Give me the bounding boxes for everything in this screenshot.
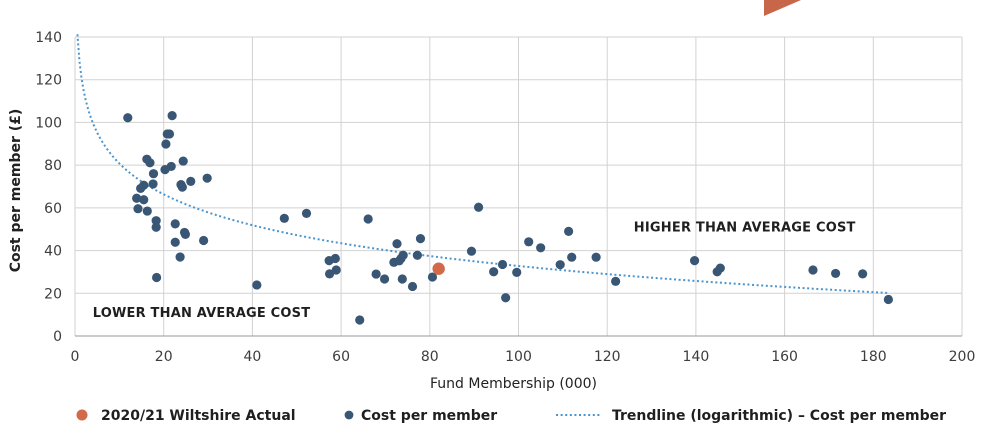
cost-per-member-point: [858, 269, 868, 279]
cost-per-member-point: [415, 234, 426, 244]
cost-per-member-point: [355, 315, 365, 325]
cost-per-member-point: [808, 265, 818, 275]
cost-per-member-point: [177, 182, 187, 192]
cost-per-member-point: [132, 193, 142, 203]
wiltshire-actual-point: [432, 262, 445, 275]
annotation-label: LOWER THAN AVERAGE COST: [93, 306, 311, 321]
cost-per-member-point: [397, 274, 407, 284]
legend: 2020/21 Wiltshire Actual Cost per member T…: [76, 408, 946, 424]
cost-per-member-point: [831, 268, 841, 279]
x-tick-label: 140: [683, 349, 710, 365]
cost-per-member-point: [166, 161, 176, 172]
cost-per-member-point: [555, 260, 565, 270]
x-tick-label: 180: [860, 349, 887, 365]
cost-per-member-point: [512, 267, 522, 277]
legend-cost-label: Cost per member: [361, 408, 497, 424]
corner-triangle-shape: [764, 0, 801, 16]
x-tick-label: 200: [949, 349, 976, 365]
chart-annotations: HIGHER THAN AVERAGE COST LOWER THAN AVERA…: [93, 220, 856, 320]
cost-per-member-point: [151, 216, 161, 226]
cost-per-member-point: [371, 269, 381, 279]
data-points: [123, 110, 893, 325]
cost-per-member-point: [170, 237, 180, 247]
cost-per-member-point: [139, 180, 149, 190]
cost-per-member-point: [139, 195, 149, 205]
cost-per-member-point: [473, 202, 484, 212]
y-tick-label: 140: [35, 30, 62, 46]
cost-per-member-point: [392, 239, 402, 249]
x-tick-label: 20: [155, 349, 173, 365]
y-tick-label: 80: [44, 158, 62, 174]
cost-per-member-point: [178, 156, 188, 166]
cost-per-member-point: [398, 250, 408, 260]
cost-per-member-point: [427, 272, 438, 282]
legend-wiltshire-label: 2020/21 Wiltshire Actual: [101, 408, 296, 424]
cost-per-member-point: [180, 229, 191, 239]
axis-tick-labels: 0 20 40 60 80 100 120 140 160 180 200 0 20 40 60 80 100 1…: [35, 30, 975, 365]
cost-per-member-point: [186, 176, 196, 186]
y-tick-label: 20: [44, 286, 62, 302]
cost-per-member-point: [501, 293, 511, 303]
cost-per-member-point: [611, 276, 621, 286]
cost-per-member-point: [567, 252, 577, 262]
cost-per-member-point: [536, 243, 546, 253]
x-tick-label: 100: [505, 349, 532, 365]
x-axis-title: Fund Membership (000): [430, 376, 597, 392]
y-axis-title: Cost per member (£): [8, 109, 24, 273]
cost-per-member-point: [123, 113, 133, 123]
legend-cost-marker: [344, 410, 354, 420]
y-tick-label: 120: [35, 73, 62, 89]
cost-per-member-point: [689, 256, 700, 266]
x-tick-label: 120: [594, 349, 621, 365]
legend-trendline-label: Trendline (logarithmic) – Cost per membe…: [612, 408, 946, 424]
annotation-label: HIGHER THAN AVERAGE COST: [634, 220, 856, 235]
cost-per-member-point: [279, 213, 289, 223]
cost-per-member-point: [145, 158, 155, 168]
cost-per-member-point: [133, 204, 143, 214]
x-tick-label: 40: [243, 349, 261, 365]
cost-per-member-point: [301, 208, 312, 219]
y-tick-label: 40: [44, 244, 62, 260]
y-tick-label: 100: [35, 115, 62, 131]
y-tick-label: 0: [53, 329, 62, 345]
cost-per-member-point: [331, 265, 341, 275]
cost-per-member-point: [167, 110, 177, 121]
cost-per-member-point: [142, 206, 152, 216]
cost-per-member-point: [883, 294, 893, 305]
cost-per-member-point: [412, 250, 422, 260]
x-tick-label: 0: [71, 349, 80, 365]
cost-per-member-point: [497, 259, 508, 270]
cost-per-member-point: [148, 169, 159, 179]
cost-per-member-point: [466, 246, 477, 256]
cost-per-member-point: [148, 179, 158, 189]
cost-per-member-point: [324, 269, 335, 279]
cost-per-member-point: [407, 281, 418, 292]
cost-per-member-point: [199, 235, 209, 246]
x-tick-label: 80: [421, 349, 439, 365]
cost-per-member-point: [363, 214, 373, 224]
cost-per-member-point: [379, 274, 390, 284]
grid-lines: [74, 36, 963, 337]
cost-per-member-point: [330, 253, 340, 264]
cost-per-member-point: [252, 280, 262, 290]
y-tick-label: 60: [44, 201, 62, 217]
cost-per-member-point: [152, 272, 162, 283]
cost-per-member-point: [564, 226, 574, 236]
cost-per-member-point: [164, 129, 175, 139]
trendline-path: [76, 34, 888, 294]
x-tick-label: 60: [332, 349, 350, 365]
cost-per-member-point: [161, 139, 171, 149]
cost-per-member-point: [175, 252, 185, 262]
cost-per-member-point: [715, 263, 725, 273]
x-tick-label: 160: [771, 349, 798, 365]
legend-wiltshire-marker: [76, 409, 88, 421]
cost-per-member-point: [202, 173, 212, 183]
cost-per-member-point: [170, 219, 180, 229]
cost-per-member-point: [151, 222, 161, 232]
cost-per-member-point: [489, 267, 499, 277]
cost-per-member-point: [524, 237, 534, 247]
cost-per-member-point: [591, 252, 601, 262]
